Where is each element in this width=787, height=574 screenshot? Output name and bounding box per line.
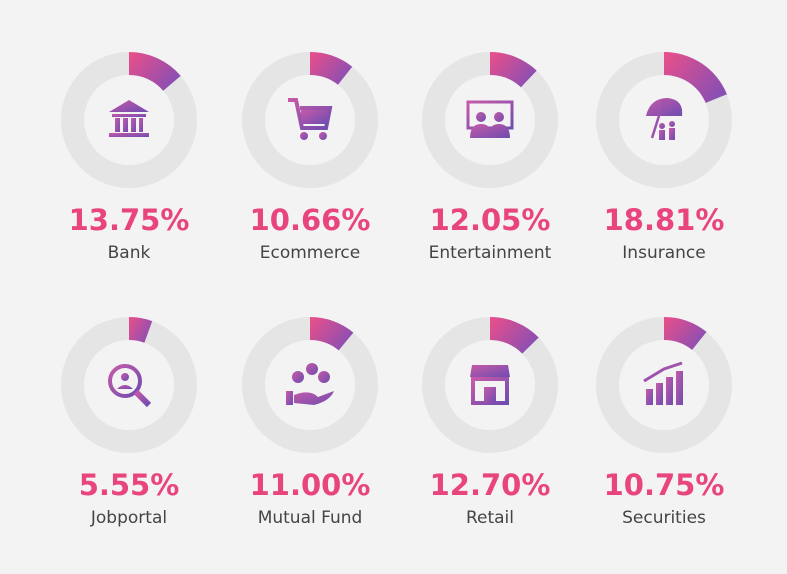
category-label: Entertainment <box>429 243 552 263</box>
umbrella-icon <box>646 98 683 140</box>
growth-icon <box>643 361 683 405</box>
search-icon <box>108 364 152 408</box>
store-icon <box>470 365 510 405</box>
donut-segment <box>490 317 539 354</box>
donut-segment <box>129 317 153 343</box>
donut-segment <box>310 52 353 85</box>
donut-segment <box>490 52 537 88</box>
value-label: 10.75% <box>604 468 725 502</box>
category-label: Ecommerce <box>260 243 361 263</box>
value-label: 10.66% <box>250 203 371 237</box>
screen-icon <box>466 100 514 138</box>
donut-segment <box>310 317 354 351</box>
category-label: Insurance <box>622 243 705 263</box>
donut-segment <box>129 52 181 91</box>
donut-track <box>61 317 197 453</box>
donut-track <box>422 52 558 188</box>
value-label: 11.00% <box>250 468 371 502</box>
donut-track <box>242 317 378 453</box>
category-label: Securities <box>622 508 706 528</box>
value-label: 18.81% <box>604 203 725 237</box>
value-label: 12.70% <box>430 468 551 502</box>
donut-segment <box>664 317 707 350</box>
category-label: Mutual Fund <box>258 508 363 528</box>
fund-icon <box>286 363 334 405</box>
cart-icon <box>288 98 333 140</box>
icons <box>108 98 683 408</box>
category-label: Bank <box>108 243 151 263</box>
donut-track <box>596 317 732 453</box>
bank-icon <box>109 100 149 137</box>
donuts: 13.75% Bank 10.66% Ecommerce 12.05% Entertain… <box>61 52 732 528</box>
category-label: Retail <box>466 508 514 528</box>
donut-segment <box>664 52 727 103</box>
value-label: 12.05% <box>430 203 551 237</box>
value-label: 13.75% <box>69 203 190 237</box>
category-label: Jobportal <box>90 508 167 528</box>
value-label: 5.55% <box>79 468 180 502</box>
